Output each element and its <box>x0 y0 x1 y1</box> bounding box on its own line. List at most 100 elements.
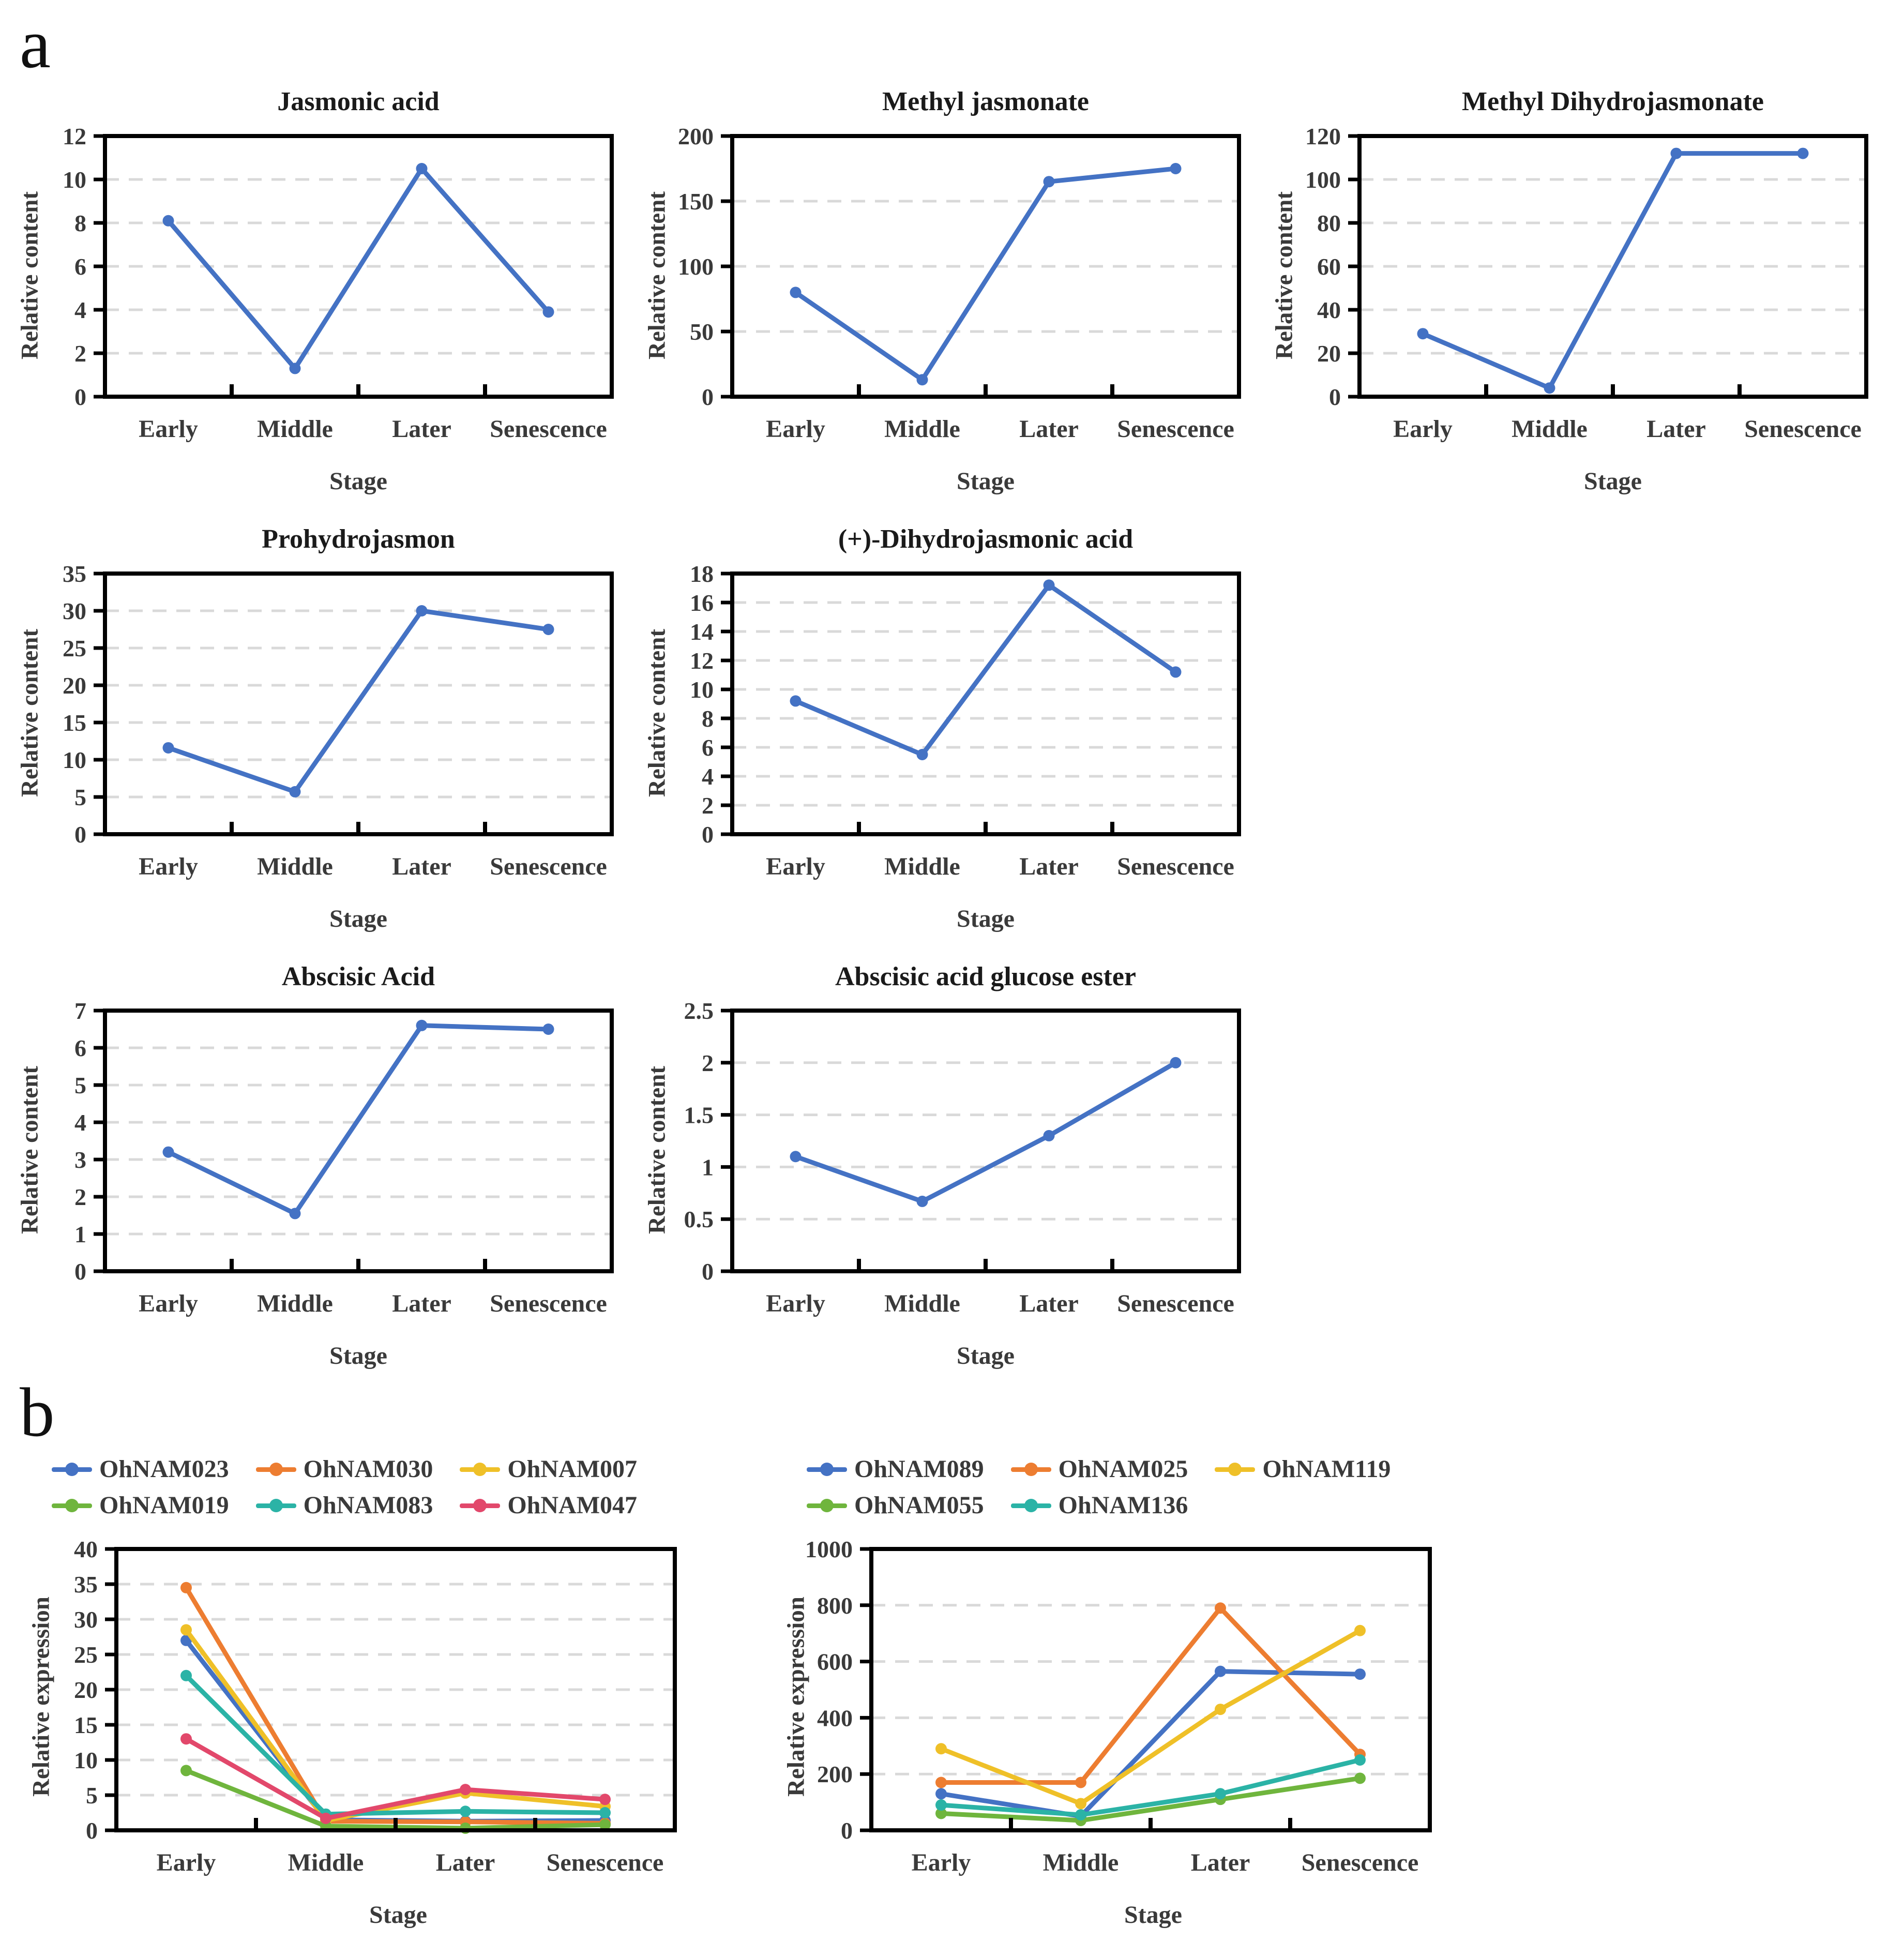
svg-text:0: 0 <box>86 1817 98 1844</box>
y-axis-label: Relative content <box>643 1066 671 1235</box>
chart-title: Jasmonic acid <box>277 87 440 116</box>
svg-text:10: 10 <box>63 167 86 193</box>
svg-text:2: 2 <box>702 792 714 819</box>
svg-text:35: 35 <box>63 561 86 587</box>
data-point-OhNAM055 <box>1354 1772 1366 1784</box>
chart-title: Abscisic Acid <box>281 961 435 991</box>
y-axis-label: Relative content <box>16 1066 43 1235</box>
svg-text:2: 2 <box>74 340 86 367</box>
svg-text:50: 50 <box>690 319 714 345</box>
svg-text:Senescence: Senescence <box>490 853 607 880</box>
data-point-OhNAM019 <box>180 1765 192 1777</box>
svg-text:1000: 1000 <box>805 1536 853 1562</box>
series-line-Methyl Dihydrojasmonate <box>1421 151 1805 390</box>
svg-text:5: 5 <box>86 1782 98 1809</box>
data-point-OhNAM030 <box>180 1582 192 1594</box>
legend-item-OhNAM089: OhNAM089 <box>807 1457 984 1482</box>
legend-row: OhNAM019 OhNAM083 OhNAM047 <box>52 1493 714 1518</box>
data-point-OhNAM019 <box>599 1819 611 1831</box>
data-point-OhNAM119 <box>1075 1798 1086 1810</box>
svg-text:400: 400 <box>817 1705 853 1732</box>
legend-item-OhNAM023: OhNAM023 <box>52 1457 229 1482</box>
svg-text:16: 16 <box>690 590 714 616</box>
legend-item-OhNAM007: OhNAM007 <box>460 1457 637 1482</box>
series-line-OhNAM083 <box>184 1673 608 1817</box>
svg-text:5: 5 <box>74 1072 86 1099</box>
legend-item-OhNAM136: OhNAM136 <box>1010 1493 1188 1518</box>
chart-title: Abscisic acid glucose ester <box>835 961 1136 991</box>
legend-marker <box>807 1499 847 1513</box>
data-point-Abscisic acid glucose ester <box>916 1196 928 1208</box>
legend-label: OhNAM023 <box>99 1455 229 1483</box>
series-line-Methyl jasmonate <box>793 166 1178 382</box>
svg-text:0: 0 <box>702 1258 714 1285</box>
svg-text:100: 100 <box>1305 167 1341 193</box>
data-point-OhNAM083 <box>460 1805 471 1817</box>
legend-marker <box>1010 1499 1051 1513</box>
svg-text:10: 10 <box>63 747 86 773</box>
svg-text:7: 7 <box>74 998 86 1024</box>
data-point-Methyl Dihydrojasmonate <box>1544 382 1555 394</box>
series-line-OhNAM089 <box>939 1669 1363 1819</box>
svg-text:Middle: Middle <box>884 853 960 880</box>
svg-text:30: 30 <box>63 598 86 624</box>
data-point-Abscisic acid glucose ester <box>1043 1130 1055 1142</box>
data-point-OhNAM047 <box>180 1733 192 1745</box>
legend-item-OhNAM019: OhNAM019 <box>52 1493 229 1518</box>
x-axis-label: Stage <box>329 467 387 495</box>
data-point-Methyl jasmonate <box>1043 175 1055 187</box>
data-point-Methyl jasmonate <box>1170 162 1182 174</box>
svg-text:15: 15 <box>63 710 86 736</box>
legend-marker <box>52 1463 92 1477</box>
data-point-OhNAM083 <box>180 1670 192 1682</box>
x-axis-label: Stage <box>329 905 387 932</box>
data-point-OhNAM047 <box>460 1784 471 1796</box>
series-line-Prohydrojasmon <box>166 608 551 794</box>
legend-marker <box>255 1499 296 1513</box>
panel-a-grid: Jasmonic acid Relative content 0 2 4 6 8 10 12… <box>9 86 1904 1368</box>
svg-text:2: 2 <box>702 1050 714 1076</box>
chart-methyl-dihydrojasmonate: Methyl Dihydrojasmonate Relative content… <box>1264 86 1891 494</box>
data-point-(+)-Dihydrojasmonic acid <box>1170 666 1182 678</box>
svg-text:Middle: Middle <box>1043 1849 1119 1876</box>
svg-text:80: 80 <box>1317 210 1341 236</box>
data-point-(+)-Dihydrojasmonic acid <box>1043 579 1055 591</box>
panel-a-label: a <box>20 6 51 83</box>
svg-text:Senescence: Senescence <box>490 415 607 443</box>
legend: OhNAM089 OhNAM025 OhNAM119 OhNAM055 OhNAM136 <box>807 1457 1469 1518</box>
chart-jasmonic-acid: Jasmonic acid Relative content 0 2 4 6 8 10 12… <box>9 86 637 494</box>
svg-text:600: 600 <box>817 1649 853 1675</box>
x-axis-label: Stage <box>957 467 1015 495</box>
data-point-Jasmonic acid <box>289 363 301 374</box>
svg-text:5: 5 <box>74 784 86 810</box>
legend-label: OhNAM007 <box>507 1455 638 1483</box>
plot-area: 0 2 4 6 8 10 12 Early Middle Later Senescence <box>63 123 614 443</box>
svg-text:25: 25 <box>63 635 86 661</box>
svg-text:6: 6 <box>702 734 714 761</box>
svg-text:Early: Early <box>766 853 825 880</box>
data-point-Jasmonic acid <box>162 215 174 227</box>
data-point-OhNAM025 <box>1075 1777 1086 1788</box>
svg-text:0: 0 <box>74 384 86 410</box>
legend-label: OhNAM083 <box>303 1492 433 1519</box>
data-point-OhNAM025 <box>935 1777 947 1788</box>
svg-text:120: 120 <box>1305 123 1341 149</box>
x-axis-label: Stage <box>329 1342 387 1370</box>
svg-text:Early: Early <box>766 1290 825 1317</box>
data-point-OhNAM055 <box>935 1808 947 1819</box>
data-point-OhNAM136 <box>935 1799 947 1811</box>
data-point-Abscisic Acid <box>289 1208 301 1220</box>
data-point-OhNAM136 <box>1354 1754 1366 1766</box>
svg-text:0: 0 <box>74 821 86 848</box>
data-point-OhNAM136 <box>1215 1788 1226 1800</box>
data-point-OhNAM119 <box>935 1743 947 1755</box>
chart-abscisic-acid: Abscisic Acid Relative content 0 1 2 3 4 5 6 7 E… <box>9 961 637 1369</box>
data-point-OhNAM119 <box>1354 1625 1366 1637</box>
svg-text:8: 8 <box>74 210 86 236</box>
svg-text:Senescence: Senescence <box>1744 415 1862 443</box>
legend-item-OhNAM083: OhNAM083 <box>255 1492 433 1519</box>
series-line-OhNAM007 <box>184 1628 608 1823</box>
legend-marker <box>255 1463 296 1477</box>
y-axis-label: Relative content <box>643 191 671 359</box>
svg-text:20: 20 <box>63 672 86 699</box>
